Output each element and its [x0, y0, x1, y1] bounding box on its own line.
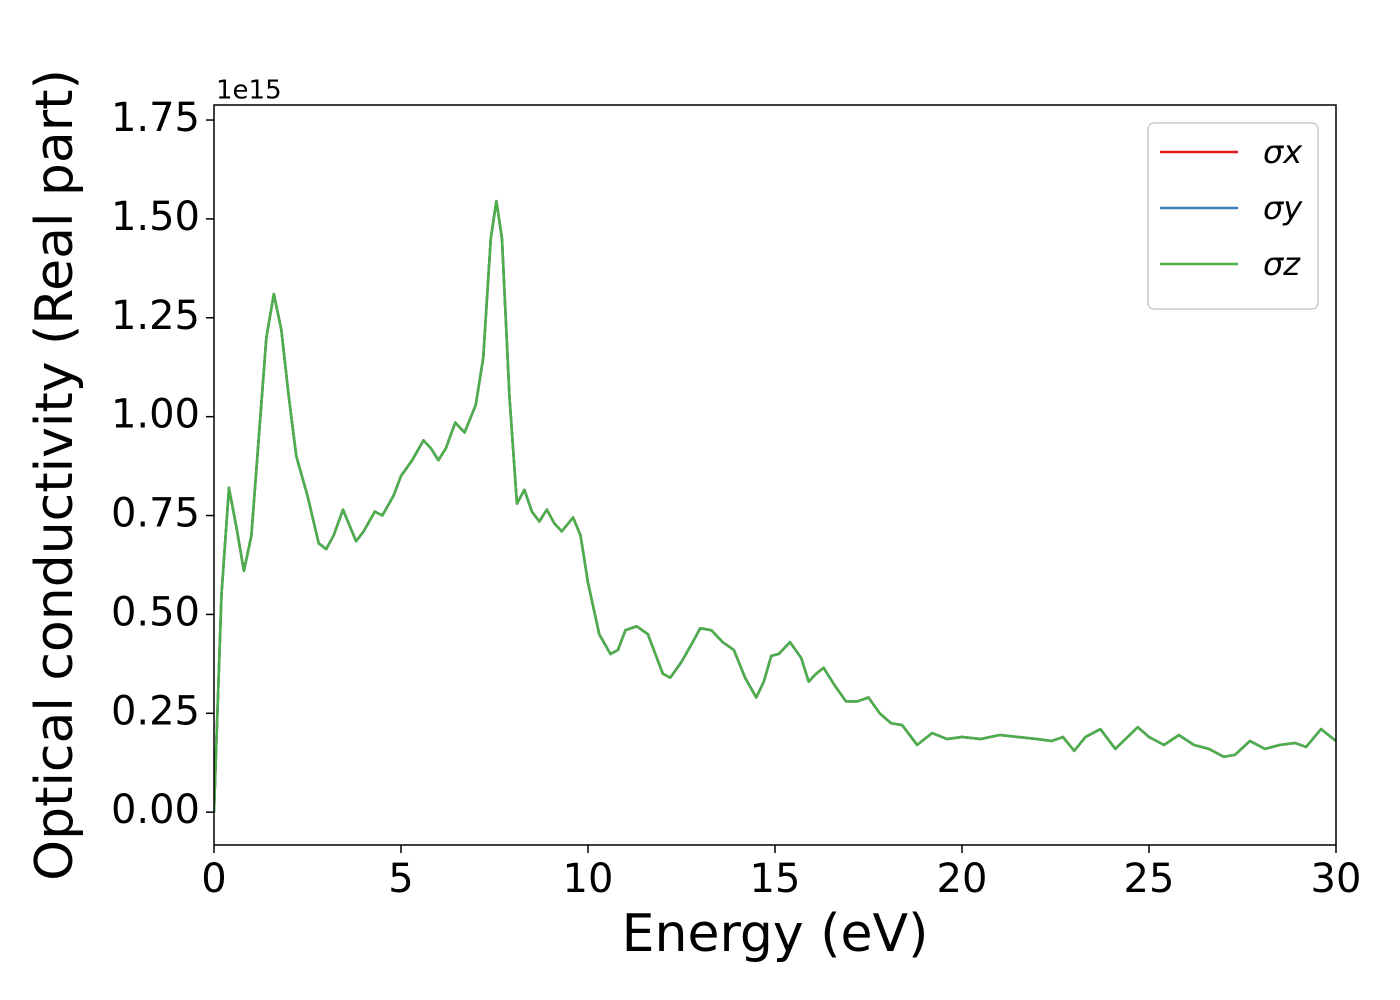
- x-tick-label: 20: [937, 856, 988, 902]
- y-tick-label: 0.75: [111, 491, 200, 537]
- y-tick-label: 0.00: [111, 787, 200, 833]
- y-tick-label: 1.75: [111, 95, 200, 141]
- plot-frame: [213, 104, 1337, 846]
- x-tick-label: 10: [563, 856, 614, 902]
- legend-label: σy: [1263, 189, 1303, 227]
- y-tick-label: 1.00: [111, 392, 200, 438]
- offset-text: 1e15: [216, 76, 282, 106]
- y-tick-label: 1.50: [111, 194, 200, 240]
- y-tick-label: 0.50: [111, 589, 200, 635]
- series-line: [214, 199, 1336, 813]
- x-tick-label: 0: [201, 856, 226, 902]
- x-tick-label: 15: [750, 856, 801, 902]
- x-axis-label: Energy (eV): [622, 904, 929, 964]
- legend-label: σz: [1263, 245, 1301, 283]
- series-group: [214, 199, 1336, 813]
- y-axis-label: Optical conductivity (Real part): [25, 69, 85, 881]
- legend-label: σx: [1263, 133, 1303, 171]
- y-tick-label: 1.25: [111, 293, 200, 339]
- x-tick-label: 25: [1124, 856, 1175, 902]
- legend-box: [1147, 122, 1319, 310]
- x-tick-label: 30: [1311, 856, 1362, 902]
- x-tick-label: 5: [388, 856, 413, 902]
- y-tick-label: 0.25: [111, 688, 200, 734]
